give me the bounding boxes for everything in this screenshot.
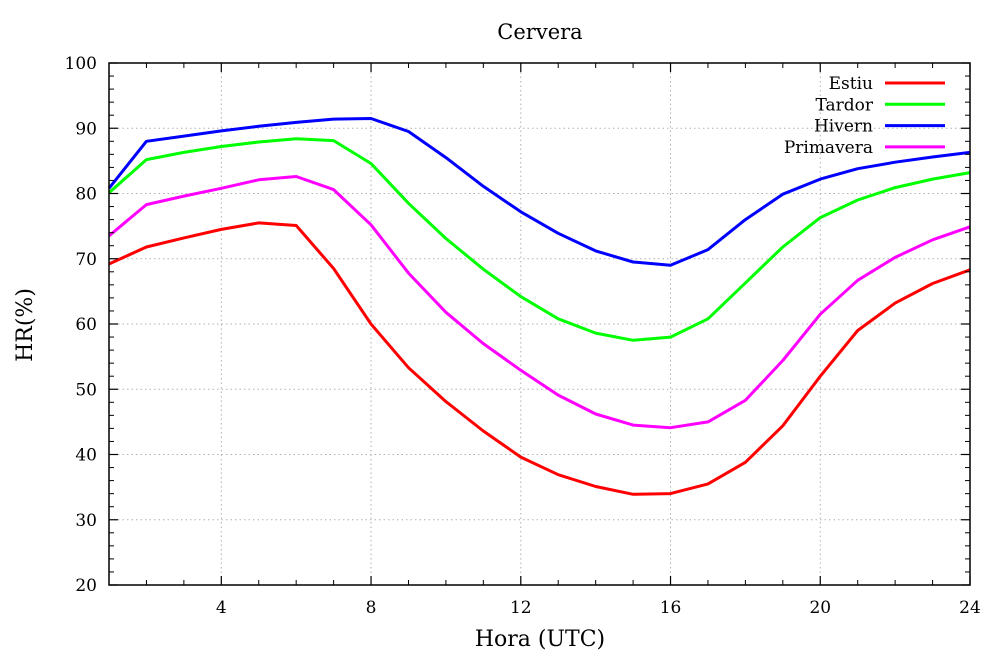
y-axis-label: HR(%) (13, 288, 38, 362)
axis-ticks: 4 8 12 16 20 24 20 30 40 50 60 70 80 90 100 (65, 54, 981, 618)
series-line-tardor (108, 137, 971, 342)
y-tick-label: 50 (75, 380, 97, 400)
y-tick-label: 70 (75, 250, 97, 270)
x-tick-label: 4 (216, 598, 227, 618)
x-tick-label: 12 (510, 598, 532, 618)
y-tick-label: 60 (75, 315, 97, 335)
y-tick-label: 40 (75, 446, 97, 466)
legend-label: Estiu (829, 74, 873, 94)
legend-label: Hivern (814, 117, 873, 137)
x-tick-label: 24 (959, 598, 981, 618)
y-tick-label: 80 (75, 185, 97, 205)
y-tick-label: 100 (65, 54, 97, 74)
y-tick-label: 90 (75, 119, 97, 139)
series-line-primavera (108, 175, 971, 430)
y-tick-label: 30 (75, 511, 97, 531)
series-lines (107, 117, 971, 496)
legend-label: Tardor (815, 95, 873, 115)
x-tick-label: 20 (809, 598, 831, 618)
series-line-estiu (108, 221, 971, 496)
x-tick-label: 8 (366, 598, 377, 618)
x-tick-label: 16 (660, 598, 682, 618)
x-axis-label: Hora (UTC) (475, 627, 605, 652)
legend-label: Primavera (784, 138, 873, 158)
y-tick-label: 20 (75, 576, 97, 596)
series-line-hivern (107, 117, 971, 267)
chart-title: Cervera (497, 20, 582, 44)
